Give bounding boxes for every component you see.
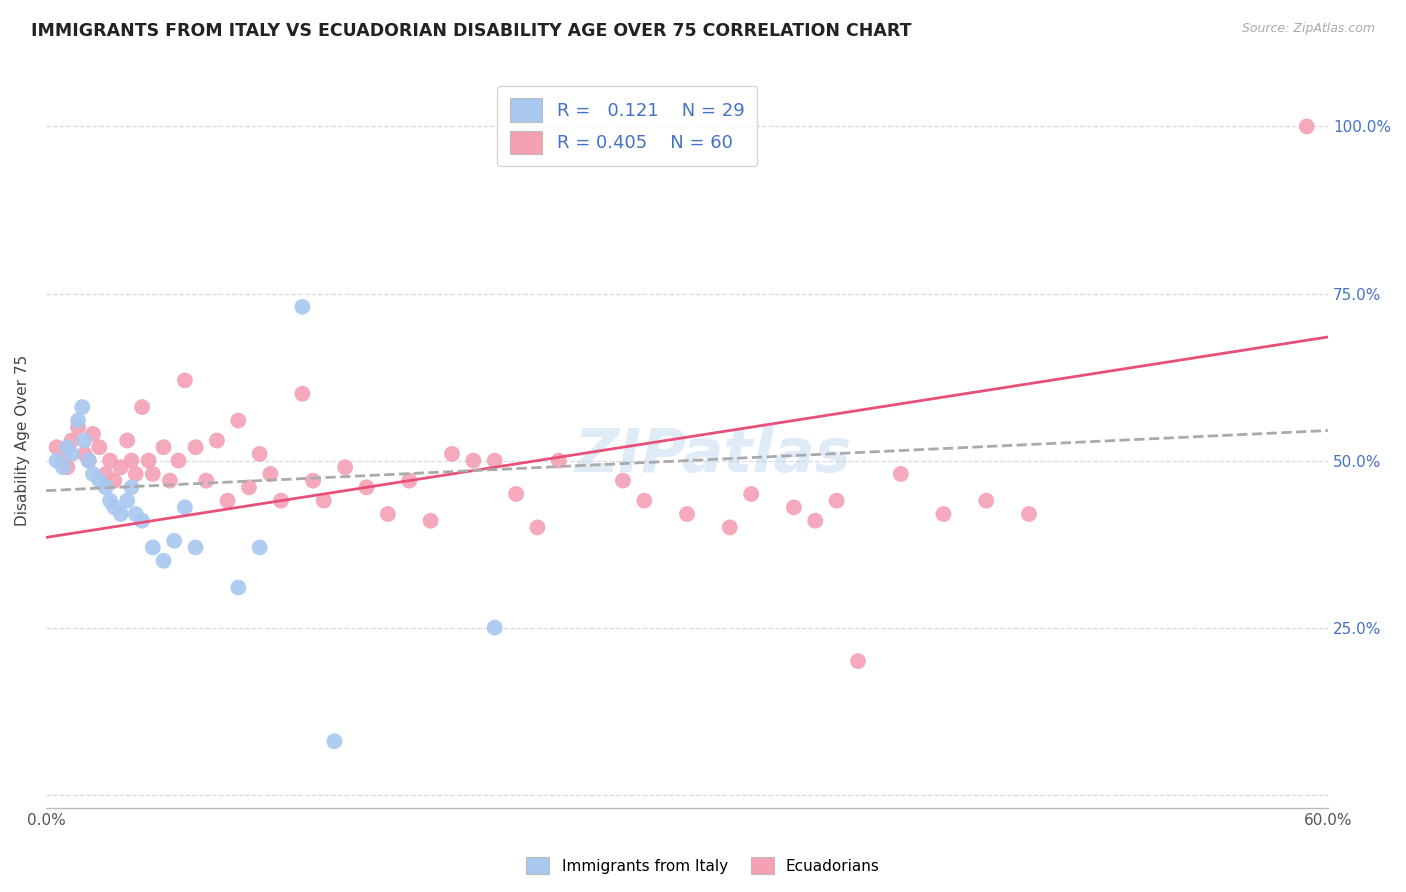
Point <box>98 493 121 508</box>
Point <box>783 500 806 515</box>
Point <box>676 507 699 521</box>
Point <box>120 453 142 467</box>
Point <box>333 460 356 475</box>
Point <box>60 447 83 461</box>
Point <box>195 474 218 488</box>
Point <box>98 453 121 467</box>
Point <box>152 554 174 568</box>
Point <box>526 520 548 534</box>
Point <box>56 440 79 454</box>
Point <box>60 434 83 448</box>
Point <box>312 493 335 508</box>
Point <box>89 474 111 488</box>
Point <box>505 139 527 153</box>
Point <box>103 500 125 515</box>
Point <box>45 453 67 467</box>
Point <box>152 440 174 454</box>
Point <box>163 533 186 548</box>
Y-axis label: Disability Age Over 75: Disability Age Over 75 <box>15 355 30 526</box>
Point <box>1295 120 1317 134</box>
Point <box>323 734 346 748</box>
Point <box>56 460 79 475</box>
Point <box>82 467 104 481</box>
Point <box>419 514 441 528</box>
Point <box>89 440 111 454</box>
Point <box>110 507 132 521</box>
Point <box>463 453 485 467</box>
Point <box>890 467 912 481</box>
Point <box>718 520 741 534</box>
Point <box>173 373 195 387</box>
Point <box>226 581 249 595</box>
Point <box>142 541 165 555</box>
Point <box>131 400 153 414</box>
Point <box>205 434 228 448</box>
Point <box>120 480 142 494</box>
Point <box>825 493 848 508</box>
Point <box>73 434 96 448</box>
Point <box>547 453 569 467</box>
Point <box>125 467 148 481</box>
Point <box>66 420 89 434</box>
Point <box>131 514 153 528</box>
Point <box>72 400 94 414</box>
Point <box>846 654 869 668</box>
Text: IMMIGRANTS FROM ITALY VS ECUADORIAN DISABILITY AGE OVER 75 CORRELATION CHART: IMMIGRANTS FROM ITALY VS ECUADORIAN DISA… <box>31 22 911 40</box>
Point <box>291 300 314 314</box>
Point <box>52 460 75 475</box>
Legend: R =   0.121    N = 29, R = 0.405    N = 60: R = 0.121 N = 29, R = 0.405 N = 60 <box>498 86 758 167</box>
Point <box>505 487 527 501</box>
Point <box>633 493 655 508</box>
Point <box>110 460 132 475</box>
Legend: Immigrants from Italy, Ecuadorians: Immigrants from Italy, Ecuadorians <box>520 851 886 880</box>
Point <box>238 480 260 494</box>
Point <box>377 507 399 521</box>
Point <box>226 413 249 427</box>
Point <box>249 541 271 555</box>
Point <box>77 453 100 467</box>
Point <box>77 453 100 467</box>
Point <box>932 507 955 521</box>
Point <box>94 467 117 481</box>
Point <box>115 493 138 508</box>
Point <box>45 440 67 454</box>
Point <box>612 474 634 488</box>
Point <box>103 474 125 488</box>
Point <box>52 453 75 467</box>
Point <box>159 474 181 488</box>
Point <box>259 467 281 481</box>
Point <box>173 500 195 515</box>
Point <box>484 453 506 467</box>
Point <box>1018 507 1040 521</box>
Point <box>115 434 138 448</box>
Point <box>184 440 207 454</box>
Point <box>484 621 506 635</box>
Point <box>804 514 827 528</box>
Point <box>167 453 190 467</box>
Point <box>249 447 271 461</box>
Point <box>356 480 378 494</box>
Text: ZIPatlas: ZIPatlas <box>574 425 851 484</box>
Point <box>398 474 420 488</box>
Point <box>217 493 239 508</box>
Point <box>66 413 89 427</box>
Point <box>302 474 325 488</box>
Point <box>82 426 104 441</box>
Point <box>270 493 292 508</box>
Point <box>440 447 463 461</box>
Point <box>142 467 165 481</box>
Point <box>974 493 997 508</box>
Point <box>73 447 96 461</box>
Point <box>291 386 314 401</box>
Text: Source: ZipAtlas.com: Source: ZipAtlas.com <box>1241 22 1375 36</box>
Point <box>740 487 762 501</box>
Point <box>94 480 117 494</box>
Point <box>184 541 207 555</box>
Point <box>125 507 148 521</box>
Point <box>138 453 160 467</box>
